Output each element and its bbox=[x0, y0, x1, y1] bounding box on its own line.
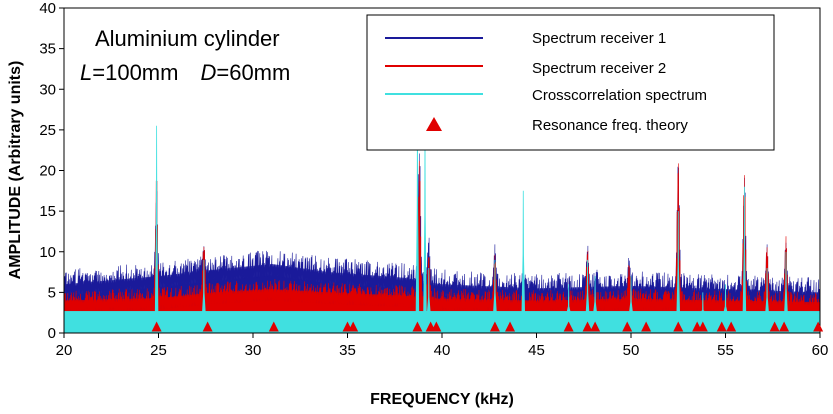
x-tick-label-0: 20 bbox=[56, 342, 73, 359]
theory-marker-4 bbox=[348, 321, 359, 332]
y-tick-label-8: 40 bbox=[39, 0, 56, 17]
crosscorr-peak-3 bbox=[423, 121, 427, 312]
theory-marker-15 bbox=[673, 321, 684, 332]
annotation-d-symbol: D bbox=[200, 60, 216, 85]
series-receiver-2 bbox=[63, 160, 821, 334]
legend-label-theory: Resonance freq. theory bbox=[532, 117, 688, 134]
crosscorr-peak-13 bbox=[723, 284, 728, 312]
legend: Spectrum receiver 1 Spectrum receiver 2 … bbox=[366, 14, 775, 151]
y-tick-label-7: 35 bbox=[39, 41, 56, 58]
theory-marker-21 bbox=[779, 321, 790, 332]
ticks-layer: 20 25 30 35 40 45 50 55 60 0 5 10 15 20 25 30 35 40 bbox=[39, 0, 828, 359]
annotation-d-value: =60mm bbox=[216, 60, 290, 85]
legend-label-crosscorr: Crosscorrelation spectrum bbox=[532, 87, 707, 104]
legend-marker-theory bbox=[426, 117, 442, 131]
annotation-line-1: Aluminium cylinder bbox=[95, 26, 280, 51]
y-tick-label-2: 10 bbox=[39, 244, 56, 261]
crosscorr-peak-9 bbox=[593, 276, 597, 312]
theory-marker-5 bbox=[412, 321, 423, 332]
theory-marker-22 bbox=[813, 321, 824, 332]
x-tick-label-8: 60 bbox=[812, 342, 829, 359]
x-axis-title: FREQUENCY (kHz) bbox=[370, 391, 514, 408]
theory-marker-12 bbox=[590, 321, 601, 332]
x-tick-label-3: 35 bbox=[339, 342, 356, 359]
crosscorr-peak-10 bbox=[629, 276, 633, 312]
x-tick-label-7: 55 bbox=[717, 342, 734, 359]
crosscorr-peak-14 bbox=[742, 186, 747, 312]
y-tick-label-5: 25 bbox=[39, 122, 56, 139]
x-tick-label-6: 50 bbox=[623, 342, 640, 359]
crosscorr-peak-0 bbox=[154, 125, 159, 312]
y-tick-label-4: 20 bbox=[39, 163, 56, 180]
theory-marker-0 bbox=[151, 321, 162, 332]
theory-marker-18 bbox=[716, 321, 727, 332]
crosscorr-peak-2 bbox=[415, 105, 420, 312]
crosscorr-peak-12 bbox=[701, 292, 705, 312]
crosscorr-peak-6 bbox=[521, 190, 526, 312]
x-tick-label-4: 40 bbox=[434, 342, 451, 359]
theory-marker-20 bbox=[769, 321, 780, 332]
crosscorr-peak-4 bbox=[427, 267, 431, 312]
y-axis-title: AMPLITUDE (Arbitrary units) bbox=[7, 61, 24, 280]
annotation-line-2: L=100mm D=60mm bbox=[80, 60, 290, 85]
crosscorr-peak-1 bbox=[202, 259, 206, 312]
markers-layer bbox=[151, 321, 824, 332]
theory-marker-17 bbox=[697, 321, 708, 332]
theory-marker-1 bbox=[202, 321, 213, 332]
theory-marker-14 bbox=[641, 321, 652, 332]
crosscorr-peak-5 bbox=[493, 259, 497, 312]
x-tick-label-5: 45 bbox=[528, 342, 545, 359]
y-tick-label-3: 15 bbox=[39, 203, 56, 220]
crosscorr-peak-16 bbox=[784, 251, 788, 312]
series-crosscorr-floor bbox=[64, 311, 820, 333]
annotation-l-symbol: L bbox=[80, 60, 92, 85]
legend-label-receiver-1: Spectrum receiver 1 bbox=[532, 30, 666, 47]
theory-marker-13 bbox=[622, 321, 633, 332]
theory-marker-7 bbox=[431, 321, 442, 332]
theory-marker-2 bbox=[268, 321, 279, 332]
y-tick-label-0: 0 bbox=[48, 325, 56, 342]
crosscorr-peak-7 bbox=[566, 284, 571, 312]
theory-marker-11 bbox=[582, 321, 593, 332]
crosscorr-peak-11 bbox=[676, 211, 680, 312]
theory-marker-19 bbox=[726, 321, 737, 332]
data-layer bbox=[63, 105, 821, 334]
annotation-l-value: =100mm bbox=[92, 60, 178, 85]
y-tick-label-1: 5 bbox=[48, 284, 56, 301]
theory-marker-8 bbox=[489, 321, 500, 332]
theory-marker-9 bbox=[505, 321, 516, 332]
x-tick-label-1: 25 bbox=[150, 342, 167, 359]
theory-marker-10 bbox=[563, 321, 574, 332]
legend-label-receiver-2: Spectrum receiver 2 bbox=[532, 60, 666, 77]
y-tick-label-6: 30 bbox=[39, 81, 56, 98]
crosscorr-peak-15 bbox=[765, 267, 769, 312]
x-tick-label-2: 30 bbox=[245, 342, 262, 359]
crosscorr-peak-8 bbox=[585, 259, 590, 312]
